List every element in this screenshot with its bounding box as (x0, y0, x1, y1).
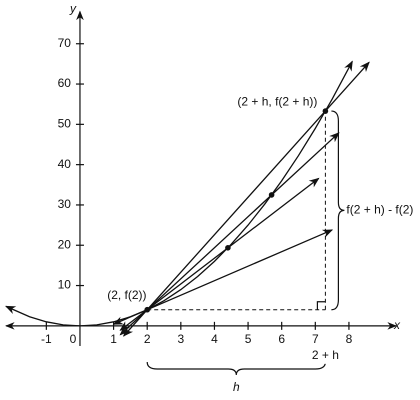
annotation: h (233, 380, 240, 394)
x-tick-label: -1 (41, 332, 52, 346)
point (225, 245, 231, 251)
rise-brace (331, 110, 345, 311)
y-tick-label: 50 (58, 117, 72, 131)
right-angle (316, 301, 326, 310)
point (144, 306, 151, 313)
x-tick-label: 2 (144, 332, 151, 346)
y-tick-label: 70 (58, 36, 72, 50)
y-tick-label: 20 (58, 237, 72, 251)
annotation: (2, f(2)) (107, 288, 146, 302)
x-tick-label: 3 (177, 332, 184, 346)
y-axis-label: y (69, 2, 77, 16)
y-tick-label: 10 (58, 278, 72, 292)
x-tick-label: 8 (346, 332, 353, 346)
x-tick-label: 4 (211, 332, 218, 346)
point (322, 108, 329, 114)
annotation: (2 + h, f(2 + h)) (237, 94, 317, 108)
secant-line (119, 132, 340, 336)
annotation: f(2 + h) - f(2) (346, 203, 413, 217)
point (268, 192, 275, 198)
x-axis-label: x (393, 318, 401, 332)
run-brace (146, 361, 326, 376)
annotation: 2 + h (312, 348, 339, 362)
annotation-box (309, 347, 342, 364)
y-tick-label: 60 (58, 76, 72, 90)
secant-line (122, 61, 370, 337)
x-tick-label: 6 (278, 332, 285, 346)
x-tick-label: 0 (70, 332, 77, 346)
x-tick-label: 7 (312, 332, 319, 346)
y-tick-label: 30 (58, 197, 72, 211)
x-tick-label: 5 (245, 332, 252, 346)
x-tick-label: 1 (110, 332, 117, 346)
y-tick-label: 40 (58, 157, 72, 171)
